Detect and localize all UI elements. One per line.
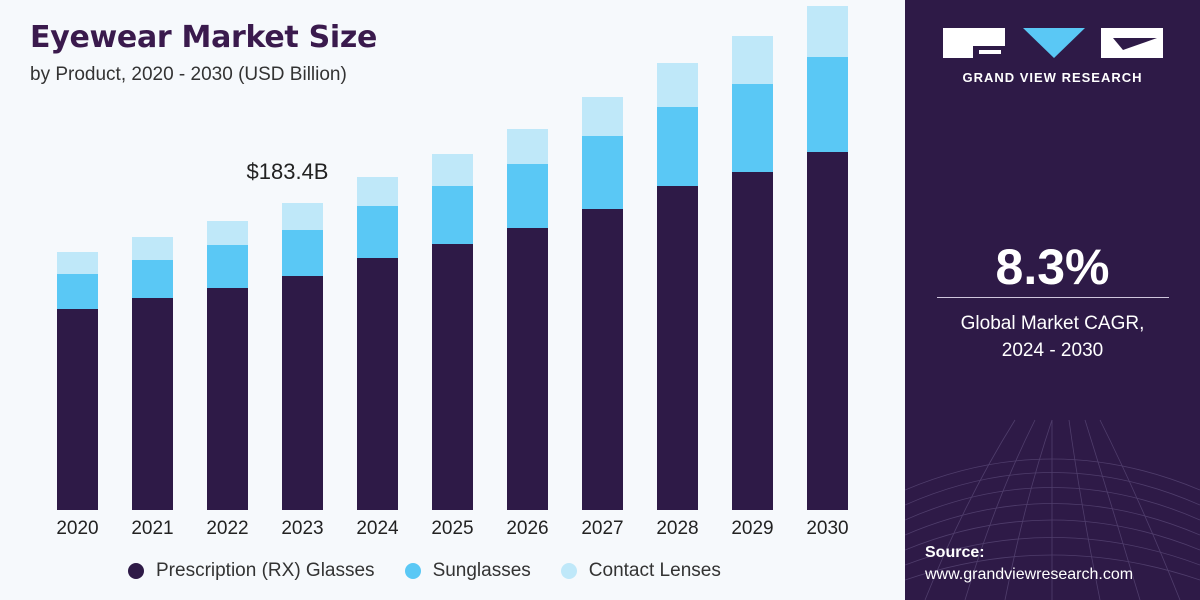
legend-swatch-sunglasses: [404, 563, 421, 579]
bar-2020-sunglasses: [57, 274, 98, 309]
bar-2025-prescription-rx-glasses: [432, 244, 473, 510]
bar-2027-sunglasses: [582, 136, 623, 209]
legend-swatch-contact-lenses: [560, 563, 577, 579]
x-tick-label: 2022: [206, 518, 248, 539]
cagr-label-line2: 2024 - 2030: [1001, 340, 1104, 361]
cagr-label-line1: Global Market CAGR,: [960, 313, 1145, 334]
bar-2026-prescription-rx-glasses: [507, 228, 548, 510]
x-tick-label: 2026: [506, 518, 548, 539]
x-tick-label: 2025: [431, 518, 473, 539]
x-tick-label: 2027: [581, 518, 623, 539]
bar-2026-contact-lenses: [507, 129, 548, 164]
chart-title: Eyewear Market Size: [30, 20, 378, 55]
bar-2027-contact-lenses: [582, 97, 623, 136]
chart-subtitle: by Product, 2020 - 2030 (USD Billion): [30, 64, 347, 85]
x-tick-label: 2024: [356, 518, 399, 539]
source-url[interactable]: www.grandviewresearch.com: [925, 566, 1134, 583]
legend-item-contact-lenses: Contact Lenses: [560, 560, 721, 582]
side-panel: GRAND VIEW RESEARCH 8.3% Global Market C…: [905, 0, 1200, 600]
x-tick-label: 2030: [806, 518, 848, 539]
legend-label-rx: Prescription (RX) Glasses: [156, 560, 375, 581]
legend-swatch-rx: [128, 563, 144, 579]
chart-legend: Prescription (RX) Glasses Sunglasses Con…: [128, 560, 751, 582]
bar-2030-sunglasses: [807, 57, 848, 152]
bar-2022-prescription-rx-glasses: [207, 288, 248, 510]
x-tick-label: 2021: [131, 518, 173, 539]
bar-2024-sunglasses: [357, 206, 398, 258]
bar-2028-prescription-rx-glasses: [657, 186, 698, 510]
legend-label-sunglasses: Sunglasses: [432, 560, 531, 581]
legend-item-sunglasses: Sunglasses: [404, 560, 531, 582]
legend-item-rx: Prescription (RX) Glasses: [128, 560, 375, 582]
value-annotation: $183.4B: [247, 159, 329, 184]
x-tick-label: 2023: [281, 518, 323, 539]
bar-2028-sunglasses: [657, 107, 698, 186]
x-tick-label: 2020: [56, 518, 98, 539]
x-tick-label: 2028: [656, 518, 698, 539]
bar-2021-prescription-rx-glasses: [132, 298, 173, 510]
bar-2021-contact-lenses: [132, 237, 173, 260]
cagr-value: 8.3%: [995, 239, 1110, 295]
grand-view-research-logo: [943, 28, 1163, 58]
bar-2024-contact-lenses: [357, 177, 398, 206]
bar-2030-contact-lenses: [807, 6, 848, 57]
bar-2026-sunglasses: [507, 164, 548, 228]
bar-2022-contact-lenses: [207, 221, 248, 245]
bar-2027-prescription-rx-glasses: [582, 209, 623, 510]
legend-label-contact-lenses: Contact Lenses: [588, 560, 721, 581]
divider: [937, 297, 1169, 298]
stacked-bar-chart: 2020 2021 2022 2023 2024 2025 2026 2027 2028 2029…: [56, 6, 849, 539]
bar-2029-sunglasses: [732, 84, 773, 172]
bar-2023-contact-lenses: [282, 203, 323, 230]
x-tick-label: 2029: [731, 518, 773, 539]
bar-2030-prescription-rx-glasses: [807, 152, 848, 510]
brand-name: GRAND VIEW RESEARCH: [962, 70, 1143, 85]
decorative-grid-background: [905, 419, 1200, 600]
bar-2025-contact-lenses: [432, 154, 473, 186]
bar-2029-prescription-rx-glasses: [732, 172, 773, 510]
bar-2025-sunglasses: [432, 186, 473, 244]
source-label: Source:: [925, 544, 985, 561]
cagr-label: Global Market CAGR, 2024 - 2030: [905, 310, 1200, 364]
bar-2023-sunglasses: [282, 230, 323, 276]
bar-2020-prescription-rx-glasses: [57, 309, 98, 510]
bar-2022-sunglasses: [207, 245, 248, 288]
bar-2024-prescription-rx-glasses: [357, 258, 398, 510]
bar-2020-contact-lenses: [57, 252, 98, 274]
bar-2021-sunglasses: [132, 260, 173, 298]
bar-2029-contact-lenses: [732, 36, 773, 84]
bar-2028-contact-lenses: [657, 63, 698, 107]
bar-2023-prescription-rx-glasses: [282, 276, 323, 510]
